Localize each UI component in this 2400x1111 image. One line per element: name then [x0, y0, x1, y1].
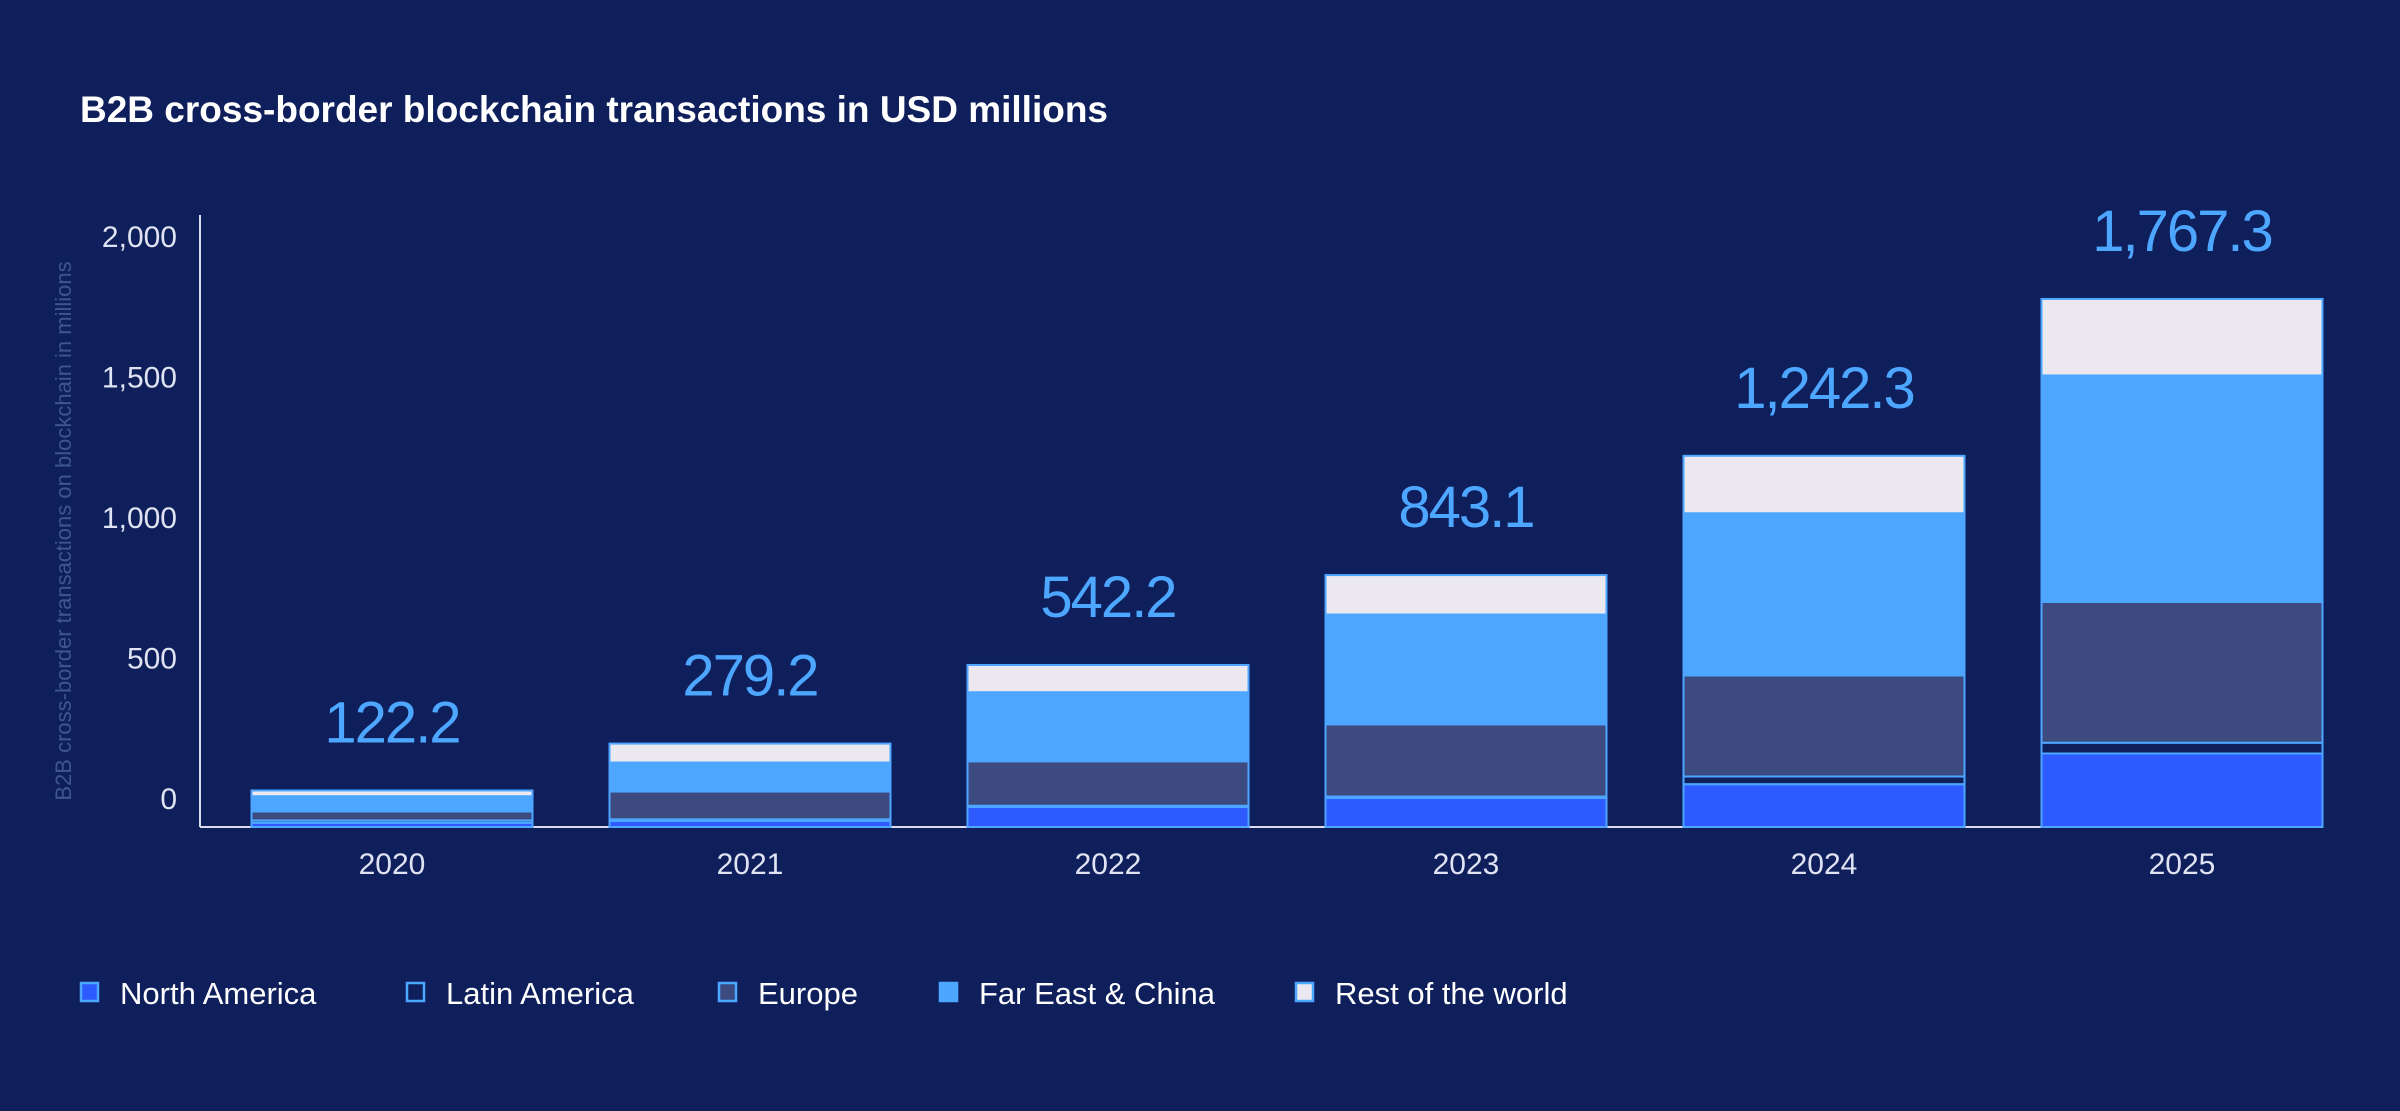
bar-segment-far-east-china-2024: [1682, 512, 1966, 677]
total-label: 542.2: [1040, 565, 1175, 630]
bar-segment-europe-2025: [2040, 601, 2324, 744]
bar-segment-far-east-china-2025: [2040, 374, 2324, 604]
x-tick-label: 2021: [717, 848, 784, 881]
bar-segment-north-america-2024: [1682, 783, 1966, 829]
bar-segment-europe-2020: [250, 810, 534, 822]
legend-swatch-far-east-china: [938, 981, 959, 1003]
total-label: 1,242.3: [1734, 356, 1914, 421]
bar-segment-north-america-2022: [966, 805, 1250, 829]
bar-segment-europe-2022: [966, 760, 1250, 807]
x-tick-label: 2024: [1791, 848, 1858, 881]
bar-segment-north-america-2025: [2040, 752, 2324, 828]
bar-segment-europe-2023: [1324, 723, 1608, 798]
y-tick-label: 2,000: [102, 221, 177, 254]
bar-segment-rest-of-the-world-2023: [1324, 574, 1608, 616]
bar-segment-latin-america-2024: [1682, 775, 1966, 786]
bar-segment-rest-of-the-world-2022: [966, 663, 1250, 694]
y-axis-title: B2B cross-border transactions on blockch…: [51, 261, 76, 800]
total-label: 1,767.3: [2092, 199, 2272, 264]
legend-swatch-latin-america: [405, 981, 426, 1003]
y-tick-label: 1,500: [102, 362, 177, 395]
x-tick-label: 2025: [2149, 848, 2216, 881]
bar-segment-far-east-china-2021: [608, 761, 892, 793]
bar-segment-rest-of-the-world-2021: [608, 742, 892, 764]
legend-swatch-europe: [717, 981, 738, 1003]
y-tick-label: 0: [160, 783, 177, 816]
bar-segment-europe-2024: [1682, 674, 1966, 778]
bar-segment-rest-of-the-world-2025: [2040, 297, 2324, 377]
y-tick-label: 1,000: [102, 502, 177, 535]
total-label: 279.2: [682, 644, 817, 709]
x-tick-label: 2022: [1075, 848, 1142, 881]
legend-swatch-rest-of-the-world: [1294, 981, 1315, 1003]
y-tick-label: 500: [127, 643, 177, 676]
plot-area: 0 500 1,000 1,500 2,000 122.2 2020 279.2 2021 542…: [102, 199, 2324, 881]
bar-segment-rest-of-the-world-2020: [250, 789, 534, 798]
legend-swatch-north-america: [79, 981, 100, 1003]
legend-label: Latin America: [446, 976, 635, 1011]
total-label: 122.2: [324, 690, 459, 755]
bar-segment-rest-of-the-world-2024: [1682, 454, 1966, 515]
bar-segment-europe-2021: [608, 790, 892, 821]
x-tick-label: 2020: [359, 848, 426, 881]
legend-label: Far East & China: [979, 976, 1216, 1011]
legend-label: Rest of the world: [1335, 976, 1568, 1011]
bar-segment-north-america-2023: [1324, 797, 1608, 829]
chart-title: B2B cross-border blockchain transactions…: [80, 89, 1108, 130]
bar-segment-far-east-china-2023: [1324, 613, 1608, 726]
legend: North America Latin America Europe Far East…: [79, 976, 1568, 1011]
legend-label: North America: [120, 976, 317, 1011]
bar-segment-latin-america-2025: [2040, 741, 2324, 755]
bar-segment-far-east-china-2022: [966, 691, 1250, 763]
x-tick-label: 2023: [1433, 848, 1500, 881]
legend-label: Europe: [758, 976, 858, 1011]
bar-segment-far-east-china-2020: [250, 795, 534, 813]
total-label: 843.1: [1398, 475, 1533, 540]
